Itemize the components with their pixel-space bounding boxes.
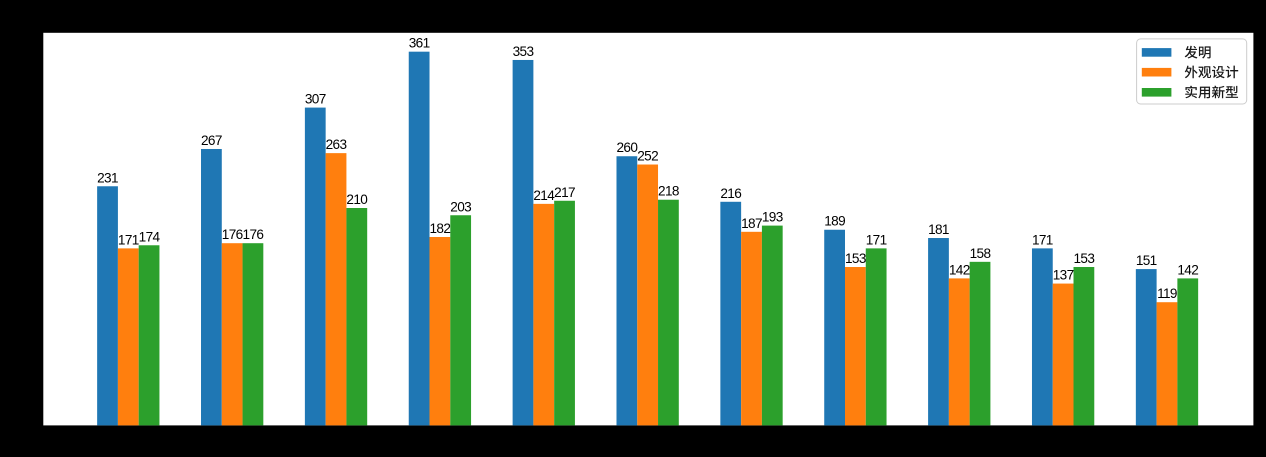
svg-text:153: 153 — [1074, 251, 1095, 266]
svg-text:181: 181 — [928, 222, 949, 237]
svg-text:142: 142 — [949, 262, 970, 277]
svg-text:187: 187 — [741, 216, 762, 231]
svg-text:218: 218 — [658, 184, 679, 199]
svg-text:182: 182 — [430, 221, 451, 236]
svg-text:176: 176 — [222, 227, 243, 242]
svg-text:153: 153 — [845, 251, 866, 266]
svg-text:119: 119 — [1157, 286, 1177, 301]
svg-text:260: 260 — [616, 140, 638, 155]
svg-text:137: 137 — [1053, 268, 1074, 283]
svg-text:267: 267 — [201, 133, 222, 148]
svg-text:210: 210 — [346, 192, 368, 207]
svg-text:216: 216 — [720, 186, 741, 201]
svg-text:176: 176 — [243, 227, 264, 242]
svg-text:193: 193 — [762, 210, 783, 225]
svg-text:189: 189 — [824, 214, 845, 229]
svg-text:263: 263 — [326, 137, 347, 152]
svg-text:174: 174 — [139, 229, 161, 244]
svg-text:214: 214 — [533, 188, 555, 203]
svg-text:158: 158 — [970, 246, 991, 261]
svg-text:171: 171 — [1032, 232, 1053, 247]
svg-text:142: 142 — [1177, 262, 1198, 277]
svg-text:307: 307 — [305, 92, 326, 107]
svg-text:361: 361 — [409, 36, 430, 51]
svg-text:203: 203 — [450, 199, 471, 214]
svg-text:151: 151 — [1136, 253, 1157, 268]
svg-text:353: 353 — [513, 44, 534, 59]
svg-text:231: 231 — [97, 170, 118, 185]
svg-text:171: 171 — [866, 232, 887, 247]
svg-text:252: 252 — [637, 149, 658, 164]
svg-text:171: 171 — [118, 232, 139, 247]
svg-text:217: 217 — [554, 185, 575, 200]
